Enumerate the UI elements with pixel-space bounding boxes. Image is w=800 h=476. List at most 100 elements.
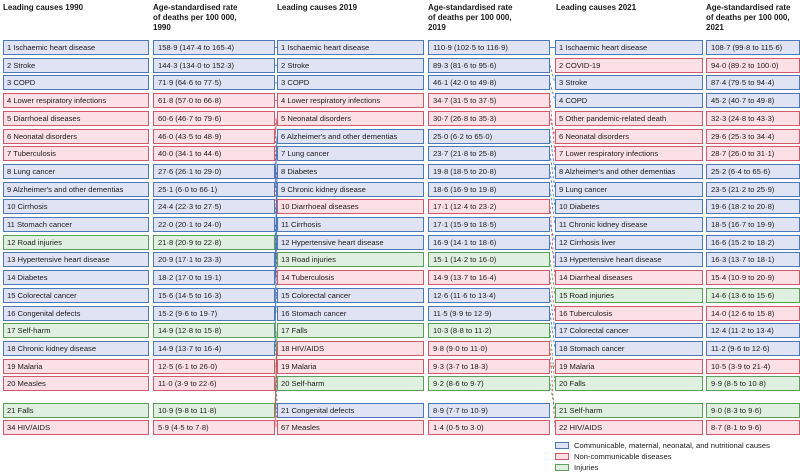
rank-connector — [274, 135, 278, 190]
rate-value: 9·2 (8·6 to 9·7) — [428, 376, 550, 392]
header-rate-2019: Age-standardised rate of deaths per 100 … — [428, 3, 512, 33]
rate-value: 17·1 (12·4 to 23·2) — [428, 199, 550, 215]
cause-label: 19 Malaria — [555, 358, 703, 374]
rate-value: 16·9 (14·1 to 18·6) — [428, 234, 550, 250]
rate-value: 110·9 (102·5 to 116·9) — [428, 40, 550, 55]
rate-value: 30·7 (26·8 to 35·3) — [428, 110, 550, 126]
rate-value: 10·3 (8·8 to 11·2) — [428, 323, 550, 339]
cause-label: 12 Cirrhosis liver — [555, 234, 703, 250]
rate-value: 22·0 (20·1 to 24·0) — [153, 217, 275, 232]
cause-label: 19 Malaria — [277, 358, 424, 374]
header-rate-2021-line2: of deaths per 100 000, — [706, 13, 790, 22]
rate-value: 27·6 (26·1 to 29·0) — [153, 163, 275, 179]
cause-label: 16 Tuberculosis — [555, 305, 703, 321]
header-rate-2019-line1: Age-standardised rate — [428, 3, 513, 12]
rate-value: 9·0 (8·3 to 9·6) — [706, 403, 800, 418]
rank-connector — [549, 224, 556, 243]
rate-value: 10·5 (3·9 to 21·4) — [706, 358, 800, 374]
rate-value: 20·9 (17·1 to 23·3) — [153, 252, 275, 268]
header-rate-2019-line3: 2019 — [428, 23, 446, 32]
legend-communicable-swatch — [555, 442, 569, 449]
header-rate-2021: Age-standardised rate of deaths per 100 … — [706, 3, 790, 33]
cause-label: 15 Road injuries — [555, 287, 703, 303]
rank-connector — [274, 118, 278, 137]
rate-value: 32·3 (24·8 to 43·3) — [706, 110, 800, 126]
legend-noncommunicable-swatch — [555, 453, 569, 460]
header-rate-2021-line1: Age-standardised rate — [706, 3, 791, 12]
rate-value: 94·0 (89·2 to 100·0) — [706, 57, 800, 73]
cause-label: 15 Colorectal cancer — [3, 287, 149, 303]
cause-label: 11 Chronic kidney disease — [555, 217, 703, 232]
cause-label: 17 Colorectal cancer — [555, 323, 703, 339]
rate-value: 60·6 (46·7 to 79·6) — [153, 110, 275, 126]
cause-label: 4 Lower respiratory infections — [3, 93, 149, 109]
rate-value: 18·5 (16·7 to 19·9) — [706, 217, 800, 232]
cause-label: 6 Alzheimer's and other dementias — [277, 128, 424, 144]
rank-connector — [549, 118, 556, 137]
rank-connector — [549, 135, 556, 172]
cause-label: 17 Self-harm — [3, 323, 149, 339]
rate-value: 14·6 (13·6 to 15·6) — [706, 287, 800, 303]
cause-label: 13 Hypertensive heart disease — [3, 252, 149, 268]
cause-label: 18 Chronic kidney disease — [3, 340, 149, 356]
legend-communicable-label: Communicable, maternal, neonatal, and nu… — [574, 441, 770, 450]
rate-value: 9·8 (9·0 to 11·0) — [428, 340, 550, 356]
cause-label: 9 Lung cancer — [555, 181, 703, 197]
rate-value: 18·2 (17·0 to 19·1) — [153, 270, 275, 286]
header-rate-1990-line2: of deaths per 100 000, — [153, 13, 237, 22]
cause-label: 1 Ischaemic heart disease — [555, 40, 703, 55]
cause-label: 17 Falls — [277, 323, 424, 339]
rate-value: 17·1 (15·9 to 18·5) — [428, 217, 550, 232]
rate-value: 34·7 (31·5 to 37·5) — [428, 93, 550, 109]
cause-label: 10 Cirrhosis — [3, 199, 149, 215]
rank-connector — [549, 259, 556, 296]
rate-value: 14·9 (13·7 to 16·4) — [153, 340, 275, 356]
rate-value: 40·0 (34·1 to 44·6) — [153, 146, 275, 162]
header-rate-1990: Age-standardised rate of deaths per 100 … — [153, 3, 237, 33]
cause-label: 20 Self-harm — [277, 376, 424, 392]
rate-value: 11·0 (3·9 to 22·6) — [153, 376, 275, 392]
cause-label: 21 Falls — [3, 403, 149, 418]
rank-connector — [549, 295, 556, 331]
rate-value: 5·9 (4·5 to 7·8) — [153, 420, 275, 435]
rate-value: 18·6 (16·9 to 19·8) — [428, 181, 550, 197]
cause-label: 7 Lung cancer — [277, 146, 424, 162]
rank-connector — [274, 383, 278, 428]
rate-value: 10·9 (9·8 to 11·8) — [153, 403, 275, 418]
cause-label: 12 Road injuries — [3, 234, 149, 250]
cause-label: 9 Chronic kidney disease — [277, 181, 424, 197]
cause-label: 2 COVID-19 — [555, 57, 703, 73]
cause-label: 14 Diarrheal diseases — [555, 270, 703, 286]
cause-label: 19 Malaria — [3, 358, 149, 374]
rank-connector — [549, 65, 556, 84]
rate-value: 46·1 (42·0 to 49·8) — [428, 75, 550, 91]
legend-injuries-swatch — [555, 464, 569, 471]
rate-value: 89·3 (81·6 to 95·6) — [428, 57, 550, 73]
rate-value: 61·8 (57·0 to 66·8) — [153, 93, 275, 109]
cause-label: 67 Measles — [277, 420, 424, 435]
rate-value: 71·9 (64·6 to 77·5) — [153, 75, 275, 91]
header-causes-2021: Leading causes 2021 — [556, 3, 637, 12]
rate-value: 11·2 (9·6 to 12·6) — [706, 340, 800, 356]
header-rate-1990-line3: 1990 — [153, 23, 171, 32]
cause-label: 11 Stomach cancer — [3, 217, 149, 232]
cause-label: 21 Self-harm — [555, 403, 703, 418]
cause-label: 12 Hypertensive heart disease — [277, 234, 424, 250]
rate-value: 19·6 (18·2 to 20·8) — [706, 199, 800, 215]
rank-connector — [549, 171, 556, 207]
rate-value: 108·7 (99·8 to 115·6) — [706, 40, 800, 55]
cause-label: 3 COPD — [277, 75, 424, 91]
rank-connector — [549, 312, 556, 349]
rate-value: 25·0 (6·2 to 65·0) — [428, 128, 550, 144]
cause-label: 22 HIV/AIDS — [555, 420, 703, 435]
legend-noncommunicable-label: Non-communicable diseases — [574, 452, 672, 461]
rank-connector — [274, 242, 278, 260]
legend-injuries: Injuries — [555, 463, 598, 473]
rate-value: 87·4 (79·5 to 94·4) — [706, 75, 800, 91]
rate-value: 25·1 (6·0 to 66·1) — [153, 181, 275, 197]
rate-value: 45·2 (40·7 to 49·8) — [706, 93, 800, 109]
rate-value: 23·7 (21·8 to 25·8) — [428, 146, 550, 162]
rate-value: 12·4 (11·2 to 13·4) — [706, 323, 800, 339]
cause-label: 8 Diabetes — [277, 163, 424, 179]
rate-value: 1·4 (0·5 to 3·0) — [428, 420, 550, 435]
